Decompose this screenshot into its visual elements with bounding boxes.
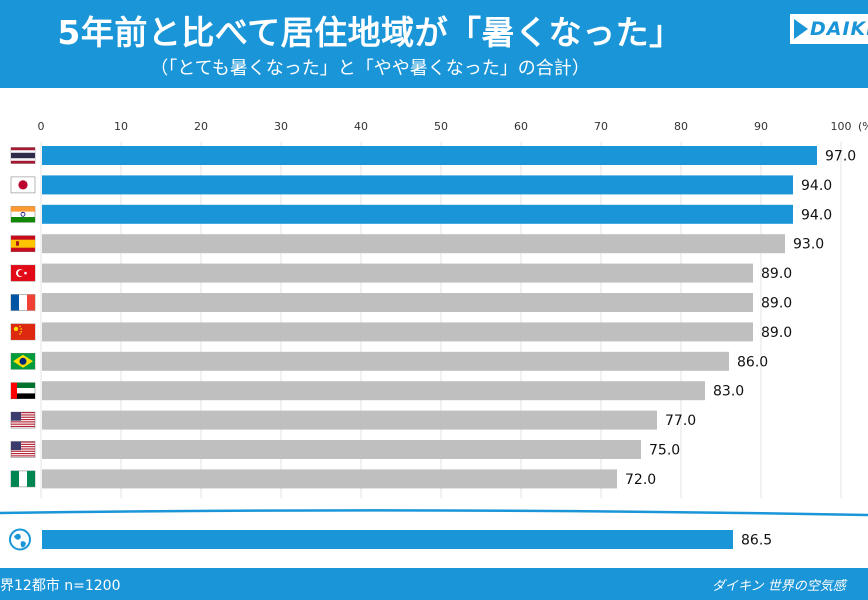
- x-tick-label: 30: [274, 120, 288, 133]
- x-tick-label: 40: [354, 120, 368, 133]
- bar: [42, 351, 729, 371]
- bar: [42, 204, 793, 224]
- source-note: ダイキン 世界の空気感: [712, 579, 846, 594]
- header-banner: 5年前と比べて居住地域が「暑くなった」 （「とても暑くなった」と「やや暑くなった…: [0, 0, 868, 88]
- chart-subtitle: （「とても暑くなった」と「やや暑くなった」の合計）: [150, 58, 590, 79]
- bar-value-label: 89.0: [761, 266, 792, 282]
- x-tick-label: 10: [114, 120, 128, 133]
- bar: [42, 293, 753, 312]
- globe-icon: [9, 528, 31, 551]
- footer-banner: 世界12都市 n=1200 ダイキン 世界の空気感: [0, 568, 868, 600]
- bar-value-label: 72.0: [625, 472, 656, 488]
- turkey-flag-icon: [10, 264, 36, 282]
- x-tick-label: 100: [831, 120, 852, 133]
- bar-chart: 0 10 20 30 40 50 60 70 80 90 100 (% 97.0 94.0 94.0 93.0…: [0, 120, 868, 551]
- thailand-flag-icon: [10, 147, 36, 164]
- bar-value-label: 89.0: [761, 325, 792, 341]
- usa-flag-icon: [10, 411, 36, 429]
- bar-value-label: 93.0: [793, 237, 824, 253]
- bar-value-label: 77.0: [665, 413, 696, 429]
- bar-value-label: 97.0: [825, 149, 856, 165]
- x-tick-label: 20: [194, 120, 208, 133]
- bar-value-label: 94.0: [801, 178, 832, 194]
- x-tick-label: 0: [38, 120, 45, 133]
- china-flag-icon: [10, 323, 36, 341]
- bar: [42, 146, 817, 165]
- bar: [42, 322, 753, 342]
- india-flag-icon: [10, 206, 36, 223]
- bar-value-label: 86.0: [737, 354, 768, 370]
- bar: [42, 440, 641, 459]
- bar: [42, 263, 753, 283]
- uae-flag-icon: [10, 382, 36, 400]
- bar-value-label: 75.0: [649, 443, 680, 459]
- japan-flag-icon: [10, 176, 36, 194]
- x-tick-label: 70: [594, 120, 608, 133]
- unit-label: (%: [858, 120, 868, 133]
- x-tick-label: 50: [434, 120, 448, 133]
- bar: [42, 381, 705, 401]
- daikin-logo-text: DAIKIN: [810, 18, 868, 40]
- brazil-flag-icon: [10, 352, 36, 370]
- divider-line: [0, 509, 868, 517]
- x-tick-label: 90: [754, 120, 768, 133]
- bar: [42, 410, 657, 430]
- total-bar: [42, 530, 733, 549]
- bar: [42, 469, 617, 489]
- daikin-logo-mark-icon: [794, 19, 808, 39]
- chart-title: 5年前と比べて居住地域が「暑くなった」: [57, 13, 683, 52]
- total-value-label: 86.5: [741, 533, 772, 549]
- daikin-logo: DAIKIN: [790, 14, 868, 44]
- france-flag-icon: [10, 294, 36, 311]
- sample-note: 世界12都市 n=1200: [0, 578, 121, 594]
- bar-value-label: 83.0: [713, 384, 744, 400]
- usa-flag-icon: [10, 441, 36, 458]
- spain-flag-icon: [10, 235, 36, 252]
- x-tick-label: 80: [674, 120, 688, 133]
- nigeria-flag-icon: [10, 470, 36, 488]
- bar-value-label: 94.0: [801, 207, 832, 223]
- bar: [42, 234, 785, 254]
- bar: [42, 175, 793, 195]
- x-tick-label: 60: [514, 120, 528, 133]
- bar-value-label: 89.0: [761, 296, 792, 312]
